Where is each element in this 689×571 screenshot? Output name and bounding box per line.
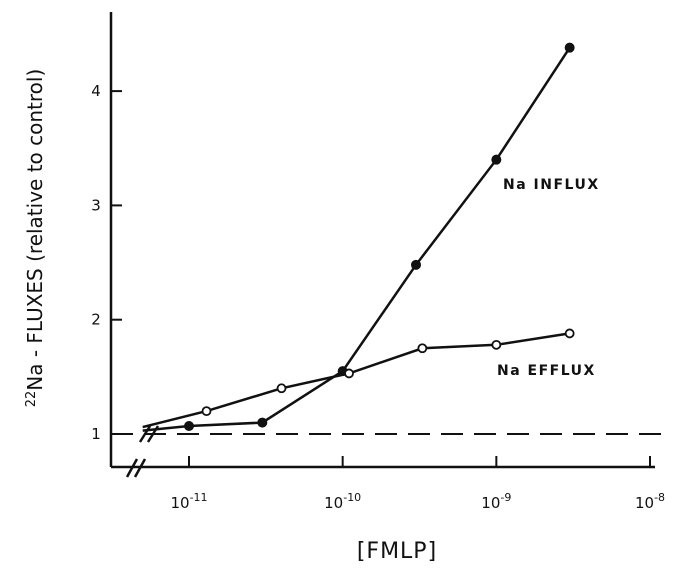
series-label-na-influx: Na INFLUX [503,177,600,193]
point-na-influx-2 [257,417,268,428]
point-na-efflux-6 [564,328,575,339]
point-na-influx-5 [491,154,502,165]
y-tick-label-4: 4 [91,82,101,100]
point-na-influx-1 [184,420,194,431]
x-tick-label--9: 10-9 [481,491,511,512]
y-tick-label-2: 2 [91,311,101,329]
y-axis-title: 22Na - FLUXES (relative to control) [23,69,47,408]
x-tick-label--10: 10-10 [324,491,361,512]
x-tick-label--11: 10-11 [170,491,207,512]
series-label-na-efflux: Na EFFLUX [497,363,596,379]
x-axis-title: [FMLP] [357,539,437,564]
point-na-influx-6 [564,42,575,53]
point-na-efflux-5 [491,339,502,350]
point-na-efflux-2 [276,383,287,394]
point-na-influx-4 [410,259,421,270]
y-axis-title-main: Na - FLUXES (relative to control) [23,69,47,391]
point-na-efflux-3 [344,368,354,379]
y-axis-title-superscript: 22 [24,391,39,408]
y-tick-label-1: 1 [91,425,101,443]
point-na-efflux-1 [201,406,212,417]
x-tick-label--8: 10-8 [635,491,665,512]
y-tick-label-3: 3 [91,196,101,214]
point-na-efflux-4 [417,343,428,354]
